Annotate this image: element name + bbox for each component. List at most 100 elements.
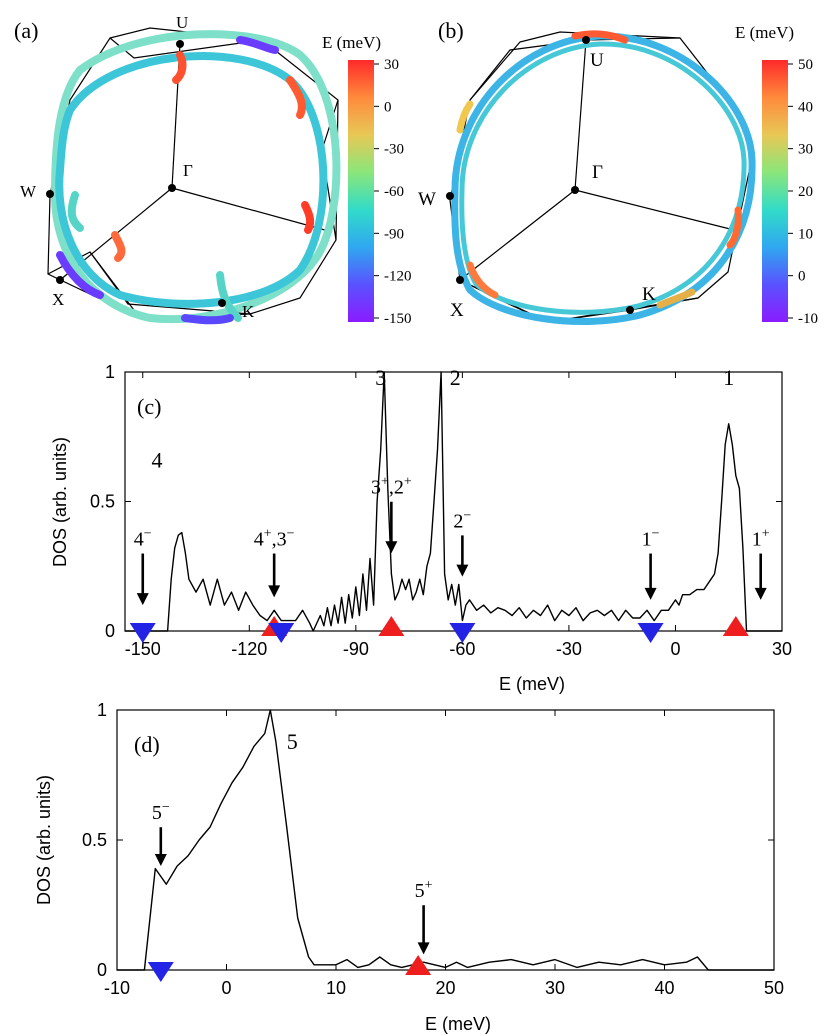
x-axis-label-d: E (meV) — [425, 1014, 491, 1034]
fs-ring-hot-b — [466, 261, 499, 299]
annotation-arrow-head — [754, 587, 767, 600]
point-x-a — [56, 276, 64, 284]
annotation-arrow-head — [385, 541, 398, 554]
fs-ring-outer-b — [451, 32, 756, 326]
plot-frame — [116, 709, 775, 971]
colorbar-tick-label: 30 — [384, 57, 399, 73]
fs-tube-neck-a — [67, 191, 84, 232]
marker-down-triangle — [449, 623, 476, 643]
y-tick-label: 0.5 — [90, 492, 115, 512]
label-w-b: W — [418, 189, 436, 210]
colorbar-tick-label: -60 — [384, 184, 404, 200]
colorbar-tick-label: -90 — [384, 226, 404, 242]
point-gamma-b — [571, 186, 579, 194]
transition-label: 1+ — [752, 527, 770, 551]
fs-ring-hot-b — [571, 30, 629, 44]
panel-label-b: (b) — [438, 18, 464, 43]
bz-points-a: U Γ W X K — [20, 13, 255, 321]
annotation-arrow-head — [644, 587, 657, 600]
peak-label: 4 — [151, 448, 162, 473]
label-u-b: U — [590, 50, 604, 71]
x-tick-label: 10 — [326, 978, 346, 998]
y-axis-label-d: DOS (arb. units) — [34, 775, 54, 905]
y-axis-label-c: DOS (arb. units) — [50, 437, 70, 567]
fs-tube-cold-a — [236, 36, 279, 54]
x-tick-label: 50 — [764, 978, 784, 998]
marker-down-triangle — [637, 623, 664, 643]
panel-d-dos-plot: (d) E (meV) DOS (arb. units) -10 0 10 20 30 4… — [34, 700, 784, 1034]
y-tick-label: 0.5 — [82, 830, 107, 850]
label-x-a: X — [52, 290, 64, 309]
point-k-a — [218, 299, 226, 307]
label-k-a: K — [242, 302, 255, 321]
fs-ring-warm-b — [456, 100, 474, 134]
transition-label: 4+,3− — [254, 527, 295, 551]
colorbar-tick-label: -120 — [384, 269, 412, 285]
transition-label: 2− — [453, 508, 471, 532]
fs-ring-warm-b — [656, 288, 696, 309]
y-tick-label: 0 — [97, 960, 107, 980]
marker-up-triangle — [378, 616, 405, 636]
transition-label: 3+,2+ — [371, 475, 412, 499]
annotation-arrow-head — [417, 942, 430, 955]
gamma-to-u-b — [574, 39, 587, 191]
colorbar-title-b: E (meV) — [735, 23, 794, 42]
x-tick-label: 30 — [772, 639, 792, 659]
colorbar-tick-label: 0 — [798, 269, 806, 285]
dos-series-line — [117, 709, 774, 971]
colorbar-tick-label: 20 — [798, 184, 813, 200]
transition-label: 5− — [152, 800, 170, 824]
marker-up-triangle — [405, 955, 432, 975]
panel-label-c: (c) — [137, 394, 161, 419]
dos-series-line — [125, 371, 782, 632]
x-tick-label: -120 — [231, 639, 267, 659]
x-tick-label: 20 — [435, 978, 455, 998]
x-tick-label: 40 — [654, 978, 674, 998]
point-gamma-a — [168, 184, 176, 192]
point-w-b — [446, 192, 454, 200]
colorbar-tick-label: -150 — [384, 311, 412, 327]
marker-up-triangle — [722, 616, 749, 636]
bz-points-b: U Γ W X K — [418, 36, 656, 321]
label-x-b: X — [450, 300, 464, 321]
colorbar-tick-label: 30 — [798, 142, 813, 158]
marker-down-triangle — [129, 623, 156, 643]
point-w-a — [46, 190, 54, 198]
panel-c-dos-plot: (c) E (meV) DOS (arb. units) -150 -120 -90… — [50, 362, 792, 694]
transition-label: 4− — [134, 527, 152, 551]
peak-label: 3 — [375, 365, 386, 390]
peak-label: 5 — [287, 729, 298, 754]
annotation-arrow-head — [136, 593, 149, 606]
fs-tube-inner-a — [55, 52, 328, 308]
x-tick-label: 0 — [670, 639, 680, 659]
x-tick-label: -10 — [104, 978, 130, 998]
x-tick-label: 0 — [221, 978, 231, 998]
annotation-arrow-head — [456, 564, 469, 577]
label-u-a: U — [176, 13, 188, 32]
label-k-b: K — [642, 284, 656, 305]
fs-tube-hot-a — [111, 231, 126, 262]
fs-tube-neck-a — [216, 271, 242, 322]
transition-label: 1− — [642, 527, 660, 551]
colorbar-gradient-b — [762, 60, 788, 322]
annotation-arrow-head — [268, 585, 281, 598]
colorbar-tick-label: 0 — [384, 99, 392, 115]
colorbar-gradient-a — [348, 60, 374, 322]
annotation-arrow-head — [154, 854, 167, 866]
colorbar-title-a: E (meV) — [322, 33, 381, 52]
colorbar-tick-label: -10 — [798, 311, 818, 327]
bz-edge-a — [109, 37, 263, 59]
fs-tube-cold-a — [181, 314, 234, 325]
marker-down-triangle — [268, 623, 295, 643]
x-tick-label: -30 — [556, 639, 582, 659]
panel-label-d: (d) — [134, 732, 160, 757]
gamma-to-w-b — [459, 189, 576, 281]
gamma-to-k-b — [574, 189, 743, 233]
panel-b: (b) U Γ W X — [418, 18, 818, 327]
colorbar-tick-label: 10 — [798, 226, 813, 242]
x-tick-label: -60 — [449, 639, 475, 659]
transition-label: 5+ — [415, 878, 433, 902]
label-gamma-a: Γ — [183, 161, 193, 180]
colorbar-tick-label: 50 — [798, 57, 813, 73]
